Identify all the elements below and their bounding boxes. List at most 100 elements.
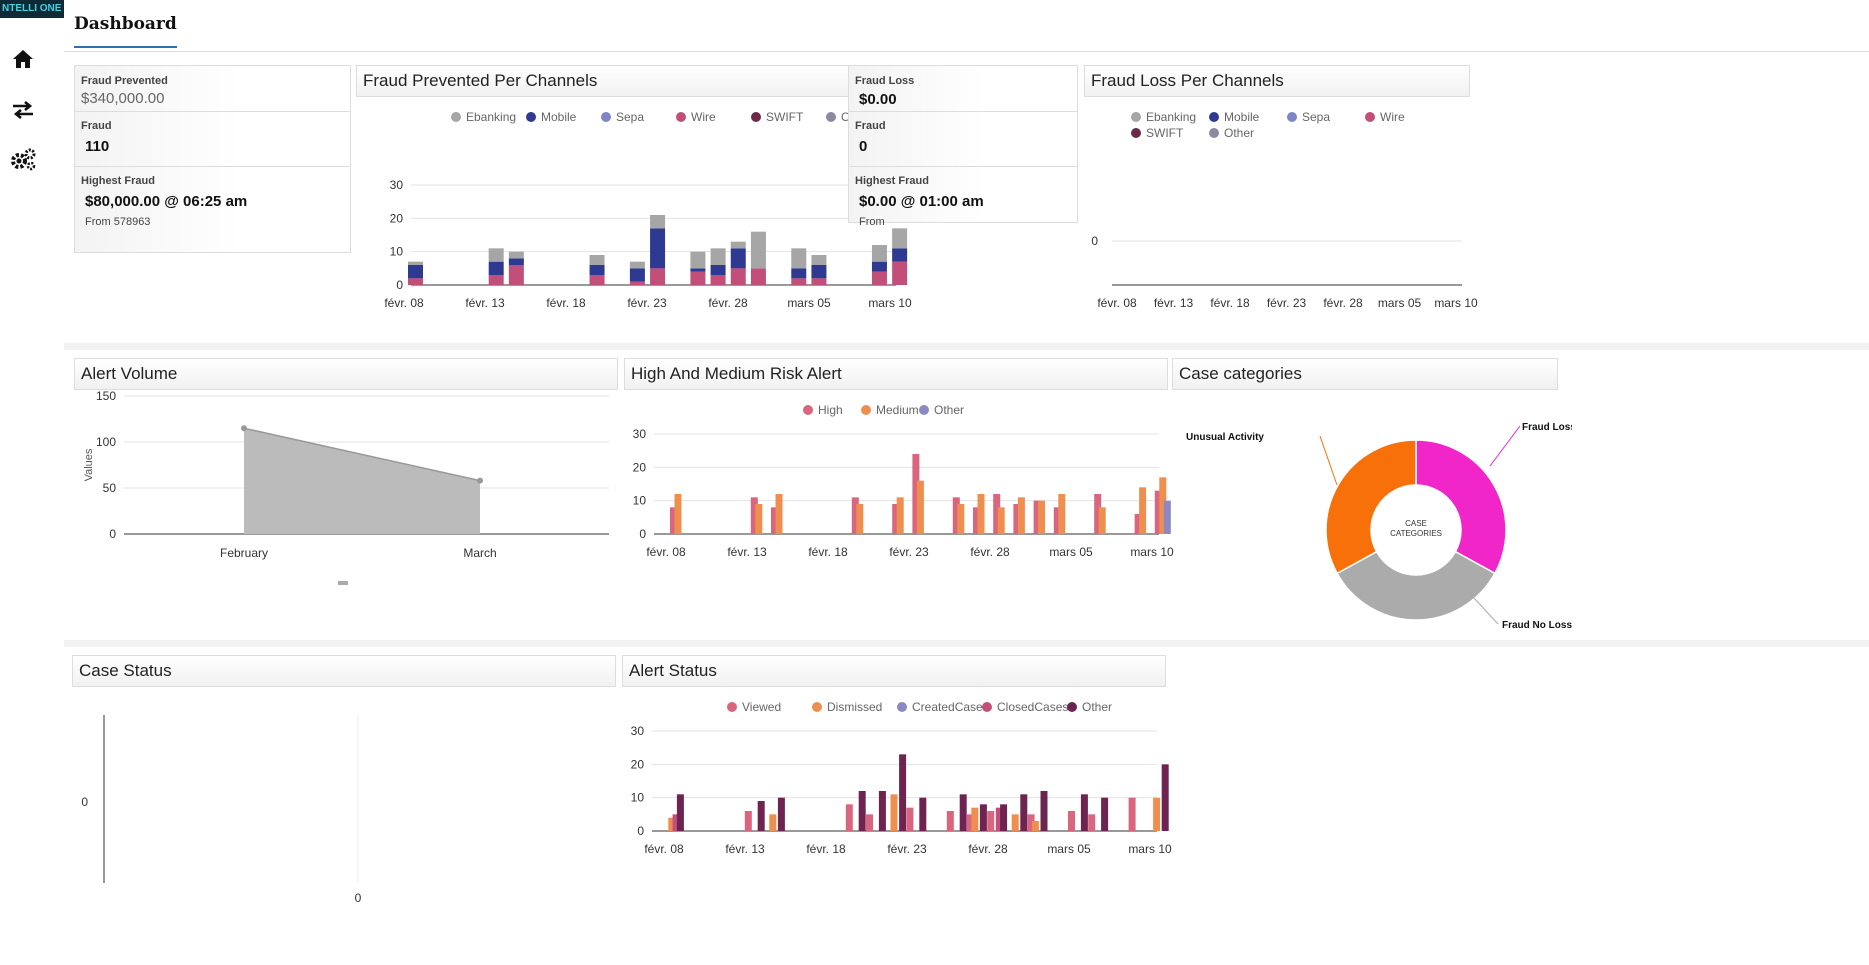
fraud-loss-stats: Fraud Loss $0.00 Fraud 0 Highest Fraud $…: [848, 65, 1078, 228]
fraud-count-label: Fraud: [81, 120, 112, 132]
stacked-bar-segment: [730, 268, 746, 285]
bar: [878, 791, 886, 831]
x-tick-label: févr. 28: [968, 842, 1008, 856]
x-tick-label: févr. 13: [727, 545, 767, 559]
bar: [1139, 487, 1147, 534]
legend-marker: [601, 112, 611, 122]
bar: [676, 794, 684, 831]
donut-slice: [1336, 550, 1496, 621]
bar: [906, 807, 914, 831]
bar: [1153, 797, 1161, 831]
stacked-bar-segment: [811, 265, 827, 279]
stacked-bar-segment: [811, 278, 827, 285]
y-tick-label: 0: [81, 795, 88, 809]
home-icon[interactable]: [8, 44, 38, 74]
fraud-loss-value: $0.00: [859, 91, 897, 108]
x-tick-label: mars 10: [1434, 296, 1478, 310]
y-tick-label: 0: [1091, 234, 1098, 248]
stacked-bar-segment: [629, 268, 645, 282]
bar: [750, 497, 758, 534]
x-tick-label: mars 05: [787, 296, 831, 310]
stacked-bar-segment: [730, 248, 746, 269]
stacked-bar-segment: [589, 275, 605, 285]
bar: [967, 814, 974, 831]
y-tick-label: 0: [396, 278, 403, 292]
bar: [856, 504, 864, 534]
fraud-prevented-label: Fraud Prevented: [81, 75, 168, 87]
bar: [1068, 811, 1075, 831]
tab-dashboard[interactable]: Dashboard: [74, 14, 177, 48]
bar: [973, 507, 980, 534]
bar: [997, 507, 1005, 534]
stacked-bar-segment: [629, 281, 645, 285]
exchange-arrows-icon[interactable]: [8, 95, 38, 125]
bar: [775, 494, 783, 534]
legend-marker: [1287, 112, 1297, 122]
legend-label: Ebanking: [466, 110, 516, 124]
stacked-bar-segment: [589, 265, 605, 275]
y-tick-label: 20: [390, 211, 404, 225]
stacked-bar-segment: [730, 241, 746, 249]
legend-marker: [1365, 112, 1375, 122]
bar: [1017, 497, 1025, 534]
bar: [971, 807, 979, 831]
fraud-prevented-channels-title: Fraud Prevented Per Channels: [356, 65, 898, 97]
legend-marker: [919, 405, 929, 415]
legend-label: Dismissed: [827, 700, 882, 714]
y-tick-label: 30: [390, 178, 404, 192]
bar: [987, 811, 995, 831]
bar: [744, 811, 752, 831]
alert-volume-chart: 0 50 100 150 February March Values: [83, 390, 609, 585]
x-tick-label: févr. 23: [1267, 296, 1307, 310]
stacked-bar-segment: [750, 231, 766, 269]
legend-marker: [1131, 112, 1141, 122]
bar: [995, 807, 1003, 831]
stacked-bar-segment: [892, 248, 908, 262]
gears-icon[interactable]: [8, 144, 38, 174]
x-tick-label: févr. 08: [384, 296, 424, 310]
bar: [755, 504, 763, 534]
area-fill: [244, 428, 480, 534]
stacked-bar-segment: [710, 248, 726, 265]
bar: [1053, 507, 1061, 534]
legend-label: SWIFT: [766, 110, 804, 124]
highest-fraud-label: Highest Fraud: [81, 175, 155, 187]
stacked-bar-segment: [690, 251, 706, 269]
stacked-bar-segment: [488, 248, 504, 262]
x-tick-label: févr. 08: [646, 545, 686, 559]
stacked-bar-segment: [589, 255, 605, 265]
bar: [979, 804, 987, 831]
data-point: [241, 425, 247, 432]
bar: [892, 504, 900, 534]
legend-label: Sepa: [616, 110, 644, 124]
bar: [916, 480, 924, 534]
fraud-prevented-channels-chart: EbankingMobileSepaWireSWIFTOther0102030f…: [384, 110, 912, 310]
bar: [993, 494, 1001, 534]
stacked-bar-segment: [811, 255, 827, 265]
stacked-bar-segment: [690, 271, 706, 285]
x-tick-label: mars 05: [1049, 545, 1093, 559]
legend-label: SWIFT: [1146, 126, 1184, 140]
fraud-loss-count-label: Fraud: [855, 120, 886, 132]
fraud-loss-count-value: 0: [859, 138, 868, 155]
legend-label: Mobile: [541, 110, 577, 124]
fraud-prevented-stats: Fraud Prevented $340,000.00 Fraud 110 Hi…: [74, 65, 351, 253]
bar: [674, 494, 682, 534]
bar: [777, 797, 785, 831]
dashboard-content: Fraud Prevented $340,000.00 Fraud 110 Hi…: [64, 53, 1869, 965]
legend-label: Ebanking: [1146, 110, 1196, 124]
stacked-bar-segment: [710, 275, 726, 285]
x-tick-label: mars 10: [868, 296, 912, 310]
y-tick-label: 10: [633, 494, 647, 508]
legend-label: Mobile: [1224, 110, 1260, 124]
legend-marker: [982, 702, 992, 712]
legend-label: Medium: [876, 403, 919, 417]
case-categories-title: Case categories: [1172, 358, 1558, 390]
stacked-bar-segment: [408, 278, 423, 285]
y-tick-label: 100: [96, 435, 116, 449]
high-medium-risk-title: High And Medium Risk Alert: [624, 358, 1168, 390]
y-tick-label: 50: [103, 481, 117, 495]
y-tick-label: 0: [109, 527, 116, 541]
stacked-bar-segment: [750, 268, 766, 285]
x-tick-label: févr. 23: [887, 842, 927, 856]
